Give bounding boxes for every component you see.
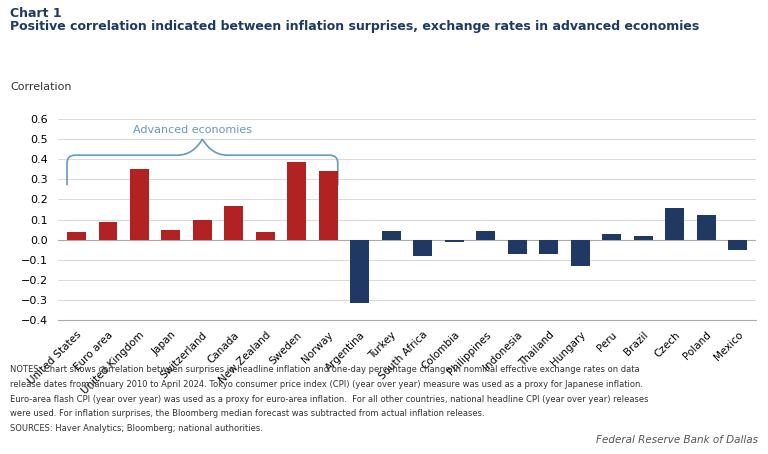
- Text: NOTES: Chart shows correlation between surprises in headline inflation and one-d: NOTES: Chart shows correlation between s…: [10, 365, 640, 375]
- Bar: [161, 230, 180, 240]
- Text: Advanced economies: Advanced economies: [134, 125, 253, 135]
- Bar: [634, 236, 653, 240]
- Bar: [697, 214, 716, 240]
- Bar: [413, 240, 432, 256]
- Text: Positive correlation indicated between inflation surprises, exchange rates in ad: Positive correlation indicated between i…: [10, 20, 699, 34]
- Bar: [382, 231, 401, 240]
- Bar: [256, 232, 275, 240]
- Bar: [539, 240, 558, 254]
- Text: Chart 1: Chart 1: [10, 7, 61, 20]
- Bar: [193, 220, 212, 240]
- Bar: [350, 240, 369, 303]
- Bar: [319, 171, 338, 240]
- Text: Correlation: Correlation: [10, 82, 71, 92]
- Bar: [130, 169, 149, 240]
- Text: were used. For inflation surprises, the Bloomberg median forecast was subtracted: were used. For inflation surprises, the …: [10, 409, 485, 418]
- Bar: [224, 207, 243, 240]
- Bar: [476, 231, 495, 240]
- Bar: [665, 208, 684, 240]
- Bar: [287, 162, 306, 240]
- Bar: [508, 240, 527, 254]
- Text: Euro-area flash CPI (year over year) was used as a proxy for euro-area inflation: Euro-area flash CPI (year over year) was…: [10, 395, 648, 404]
- Text: Federal Reserve Bank of Dallas: Federal Reserve Bank of Dallas: [596, 435, 758, 445]
- Bar: [728, 240, 747, 250]
- Bar: [98, 222, 118, 240]
- Text: SOURCES: Haver Analytics; Bloomberg; national authorities.: SOURCES: Haver Analytics; Bloomberg; nat…: [10, 424, 263, 433]
- Bar: [445, 240, 464, 242]
- Bar: [602, 234, 621, 240]
- Bar: [571, 240, 590, 266]
- Bar: [67, 232, 86, 240]
- Text: release dates from January 2010 to April 2024. Tokyo consumer price index (CPI) : release dates from January 2010 to April…: [10, 380, 643, 389]
